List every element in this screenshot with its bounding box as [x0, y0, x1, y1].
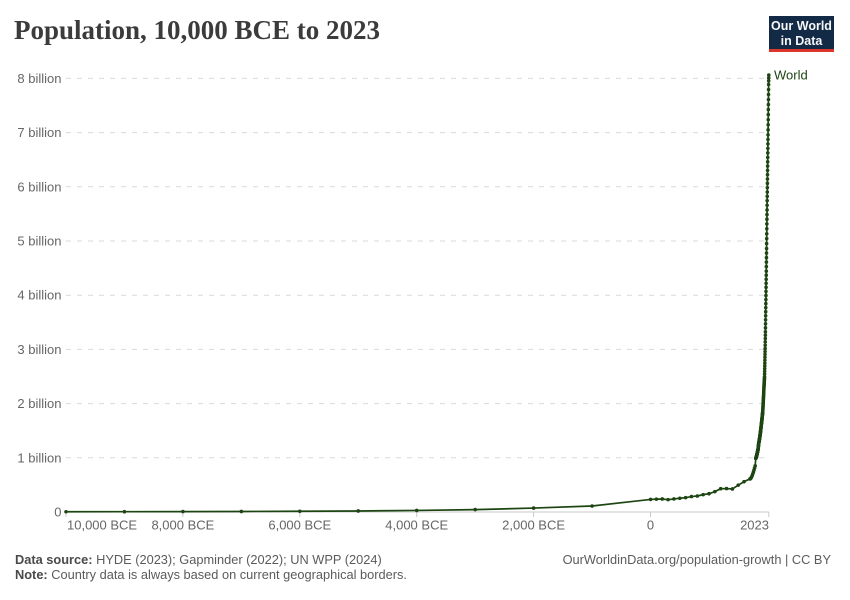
svg-text:10,000 BCE: 10,000 BCE — [67, 518, 137, 533]
svg-text:0: 0 — [647, 518, 654, 533]
svg-text:0: 0 — [54, 505, 61, 520]
svg-text:3 billion: 3 billion — [17, 342, 61, 357]
svg-text:2,000 BCE: 2,000 BCE — [502, 518, 565, 533]
svg-text:6 billion: 6 billion — [17, 179, 61, 194]
svg-text:2 billion: 2 billion — [17, 396, 61, 411]
svg-text:4,000 BCE: 4,000 BCE — [385, 518, 448, 533]
svg-text:5 billion: 5 billion — [17, 234, 61, 249]
svg-text:World: World — [774, 68, 808, 83]
svg-text:8,000 BCE: 8,000 BCE — [151, 518, 214, 533]
svg-text:7 billion: 7 billion — [17, 125, 61, 140]
svg-text:1 billion: 1 billion — [17, 450, 61, 465]
svg-text:4 billion: 4 billion — [17, 288, 61, 303]
svg-text:6,000 BCE: 6,000 BCE — [268, 518, 331, 533]
svg-text:2023: 2023 — [740, 518, 769, 533]
svg-text:8 billion: 8 billion — [17, 71, 61, 86]
